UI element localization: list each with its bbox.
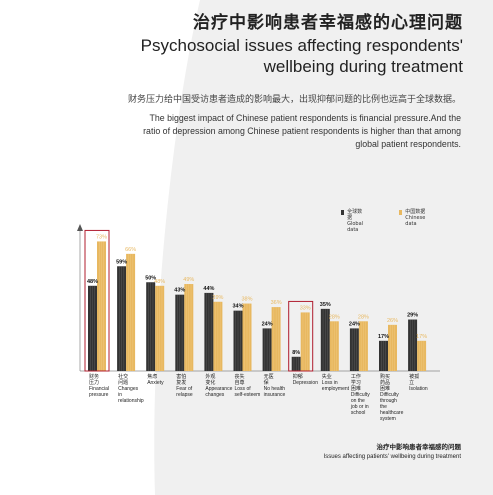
legend-label-global-zh: 全球数据 (347, 209, 363, 221)
category-label-zh: 焦虑 (147, 373, 157, 380)
data-label-global: 48% (87, 279, 98, 285)
data-label-china: 28% (329, 314, 340, 320)
category-label-en: employment (322, 386, 350, 392)
chart-caption-zh: 治疗中影响患者幸福感的问题 (376, 443, 462, 451)
data-label-china: 48% (154, 279, 165, 285)
category-label-en: relapse (176, 392, 193, 398)
legend-label-china-zh: 中国数据 (405, 209, 426, 215)
category-label-en: pressure (89, 392, 109, 398)
category-label-en: in (118, 392, 122, 398)
header: 治疗中影响患者幸福感的心理问题 Psychosocial issues affe… (141, 8, 463, 77)
category-label-en: Isolation (409, 386, 428, 392)
category-label-en: relationship (118, 398, 144, 404)
category-label-en: No health (264, 386, 286, 392)
data-label-china: 36% (271, 300, 282, 306)
category-label-en: self-esteem (235, 392, 261, 398)
data-label-global: 17% (378, 334, 389, 340)
category-label-zh: 困难 (380, 385, 390, 392)
category-label-zh: 学习 (351, 379, 361, 386)
data-label-china: 17% (416, 334, 427, 340)
category-label-zh: 无医 (264, 374, 274, 380)
data-label-global: 34% (232, 304, 243, 310)
category-label-zh: 问题 (118, 379, 128, 386)
category-label-zh: 害怕 (176, 373, 186, 380)
legend-label-china-en: Chinese data (405, 215, 426, 227)
category-label-en: Fear of (176, 386, 192, 392)
category-label-en: Changes (118, 386, 139, 392)
category-label-en: insurance (264, 392, 286, 398)
category-label-zh: 丧失 (235, 373, 245, 380)
category-label-en: Appearance (205, 386, 232, 392)
highlight-frame (288, 300, 314, 372)
chart-caption-en: Issues affecting patients' wellbeing dur… (323, 454, 461, 460)
data-label-china: 66% (125, 247, 136, 253)
category-label-en: Loss of (235, 386, 252, 392)
data-label-china: 26% (387, 318, 398, 324)
legend-swatch-global (341, 210, 345, 215)
legend-item-global: 全球数据 Global data (341, 209, 365, 233)
category-label-en: healthcare (380, 410, 404, 416)
data-label-china: 49% (183, 277, 194, 283)
category-label-zh: 保 (264, 379, 269, 386)
data-label-global: 59% (116, 259, 127, 265)
category-label-zh: 药品 (380, 379, 390, 386)
data-label-global: 35% (320, 302, 331, 308)
page-title-en: Psychosocial issues affecting respondent… (141, 35, 463, 77)
category-label-zh: 被孤 (409, 373, 419, 380)
highlight-frame (84, 229, 110, 372)
category-label-en: Loss in (322, 380, 338, 386)
data-label-china: 39% (212, 295, 223, 301)
category-label-zh: 立 (409, 379, 414, 386)
category-label-zh: 抑郁 (293, 373, 303, 380)
data-label-china: 73% (96, 234, 107, 240)
page-title-en-line2: wellbeing during treatment (263, 57, 463, 76)
category-label-zh: 财务 (89, 373, 99, 380)
data-label-china: 33% (300, 305, 311, 311)
category-label-en: Difficulty (380, 392, 399, 398)
data-label-global: 8% (292, 350, 300, 356)
description-en: The biggest impact of Chinese patient re… (143, 113, 461, 149)
data-label-global: 44% (203, 286, 214, 292)
category-label-zh: 工作 (351, 373, 361, 380)
category-label-en: school (351, 410, 365, 416)
category-label-zh: 购买 (380, 373, 390, 380)
data-label-global: 43% (174, 288, 185, 294)
category-label-zh: 社交 (118, 373, 128, 380)
category-label-zh: 压力 (89, 379, 99, 386)
page-title-en-line1: Psychosocial issues affecting respondent… (140, 36, 463, 55)
y-axis-arrow (77, 224, 83, 231)
category-label-en: through (380, 398, 397, 404)
category-label-zh: 困难 (351, 385, 361, 392)
page-title-zh: 治疗中影响患者幸福感的心理问题 (193, 13, 463, 33)
category-label-en: the (380, 404, 387, 410)
data-label-global: 29% (407, 313, 418, 319)
category-label-zh: 失业 (322, 373, 332, 380)
category-label-en: Difficulty (351, 392, 370, 398)
legend-item-china: 中国数据 Chinese data (399, 209, 427, 227)
description-zh: 财务压力给中国受访患者造成的影响最大，出现抑郁问题的比例也远高于全球数据。 (127, 95, 461, 105)
category-label-zh: 自尊 (235, 379, 245, 386)
category-label-zh: 复发 (176, 379, 186, 386)
category-label-en: on the (351, 398, 365, 404)
data-label-global: 24% (349, 321, 360, 327)
chart-caption: 治疗中影响患者幸福感的问题 Issues affecting patients'… (324, 441, 461, 460)
category-label-en: Anxiety (147, 380, 164, 386)
category-label-en: Financial (89, 386, 109, 392)
data-label-global: 50% (145, 275, 156, 281)
data-label-global: 24% (262, 321, 273, 327)
legend-label-global-en: Global data (347, 221, 364, 233)
data-label-china: 28% (358, 314, 369, 320)
category-label-en: changes (205, 392, 224, 398)
data-label-china: 38% (241, 297, 252, 303)
category-label-zh: 外观 (205, 373, 215, 380)
category-label-en: Depression (293, 380, 319, 386)
category-label-zh: 变化 (205, 379, 215, 386)
legend-swatch-china (399, 210, 403, 215)
category-label-en: job or in (350, 404, 369, 410)
category-label-en: system (380, 416, 396, 422)
